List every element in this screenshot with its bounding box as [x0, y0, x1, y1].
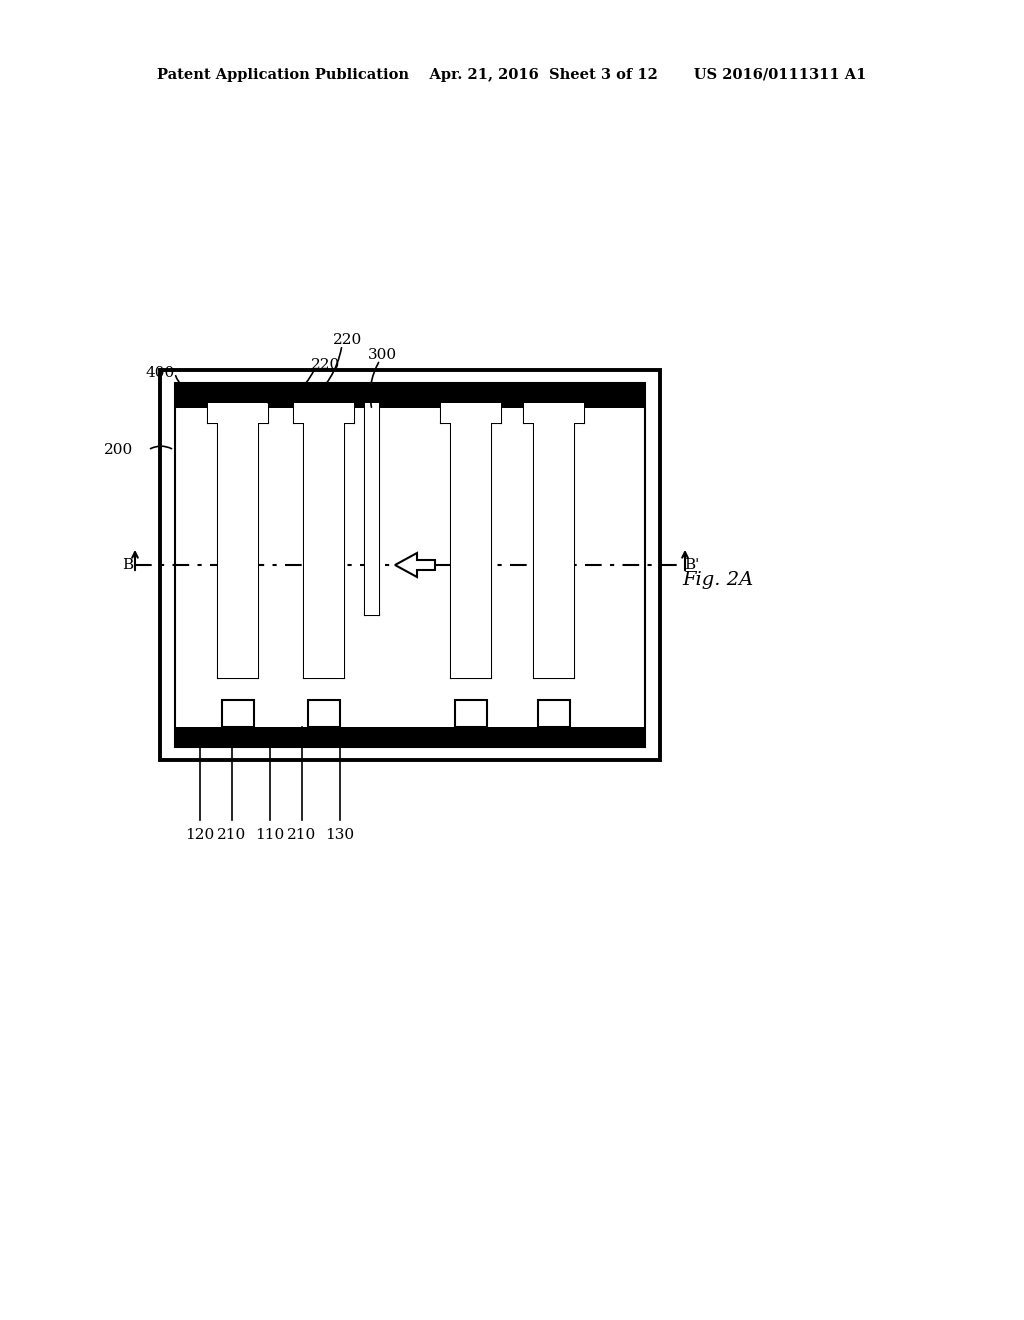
Bar — [451, 403, 490, 678]
Bar — [175, 727, 645, 747]
Text: 300: 300 — [368, 348, 396, 362]
Bar — [524, 403, 584, 422]
Bar — [304, 403, 344, 678]
Text: Patent Application Publication    Apr. 21, 2016  Sheet 3 of 12       US 2016/011: Patent Application Publication Apr. 21, … — [158, 69, 866, 82]
Bar — [218, 403, 258, 678]
Bar — [208, 403, 268, 422]
Bar — [160, 370, 660, 760]
Text: 210: 210 — [217, 828, 247, 842]
Bar — [175, 383, 645, 403]
Bar — [455, 700, 487, 727]
Text: 210: 210 — [288, 828, 316, 842]
Text: B': B' — [684, 558, 699, 572]
Bar — [178, 385, 193, 399]
Bar — [222, 700, 254, 727]
Bar — [175, 383, 645, 408]
Bar — [534, 403, 574, 678]
Text: 200: 200 — [103, 444, 133, 457]
Text: 120: 120 — [185, 828, 215, 842]
Text: 220: 220 — [311, 358, 341, 372]
Polygon shape — [395, 553, 435, 577]
Bar — [294, 403, 354, 422]
Text: 220: 220 — [334, 333, 362, 347]
Text: B: B — [123, 558, 133, 572]
Bar — [308, 700, 340, 727]
Bar — [175, 383, 645, 747]
Bar — [441, 403, 501, 422]
Text: 400: 400 — [145, 366, 175, 380]
Bar — [538, 700, 570, 727]
Bar — [365, 403, 379, 615]
Text: 110: 110 — [255, 828, 285, 842]
Text: 130: 130 — [326, 828, 354, 842]
Text: Fig. 2A: Fig. 2A — [682, 572, 754, 589]
